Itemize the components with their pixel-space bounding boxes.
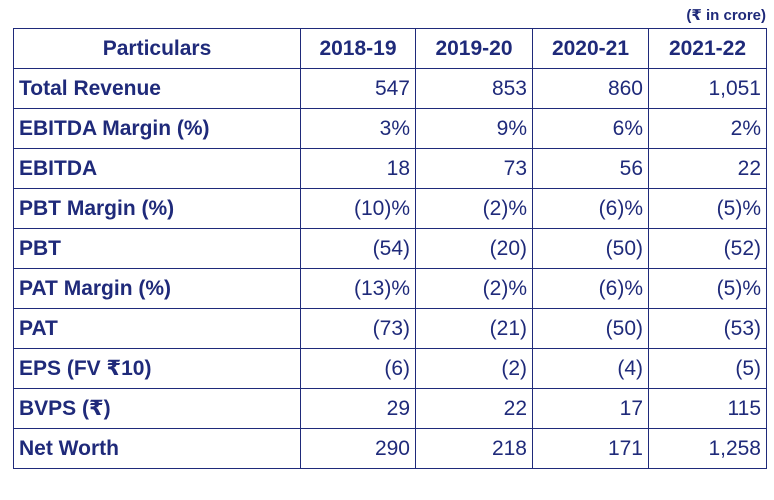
table-cell: (13)% — [300, 268, 416, 309]
table-row: Net Worth 290 218 171 1,258 — [13, 428, 767, 469]
table-row: PAT Margin (%) (13)% (2)% (6)% (5)% — [13, 268, 767, 309]
table-cell: (10)% — [300, 188, 416, 229]
unit-note: (₹ in crore) — [686, 7, 766, 24]
table-cell: 547 — [300, 68, 416, 109]
table-cell: 1,258 — [648, 428, 767, 469]
table-cell: (2)% — [415, 268, 533, 309]
table-cell: 115 — [648, 388, 767, 429]
column-header-year: 2021-22 — [648, 28, 767, 69]
table-cell: 17 — [532, 388, 649, 429]
table-row: PBT (54) (20) (50) (52) — [13, 228, 767, 269]
row-label: PAT — [13, 308, 301, 349]
table-row: PBT Margin (%) (10)% (2)% (6)% (5)% — [13, 188, 767, 229]
table-cell: 290 — [300, 428, 416, 469]
table-cell: 9% — [415, 108, 533, 149]
table-cell: (5)% — [648, 268, 767, 309]
table-cell: (6)% — [532, 188, 649, 229]
row-label: EBITDA — [13, 148, 301, 189]
table-cell: (2) — [415, 348, 533, 389]
table-cell: 29 — [300, 388, 416, 429]
table-cell: 56 — [532, 148, 649, 189]
table-cell: (73) — [300, 308, 416, 349]
table-cell: 22 — [648, 148, 767, 189]
row-label: PBT — [13, 228, 301, 269]
table-cell: 6% — [532, 108, 649, 149]
table-row: PAT (73) (21) (50) (53) — [13, 308, 767, 349]
table-cell: (2)% — [415, 188, 533, 229]
header-row: Particulars 2018-19 2019-20 2020-21 2021… — [13, 28, 767, 69]
table-cell: (6) — [300, 348, 416, 389]
table-cell: (5)% — [648, 188, 767, 229]
column-header-year: 2018-19 — [300, 28, 416, 69]
column-header-year: 2020-21 — [532, 28, 649, 69]
table-cell: (5) — [648, 348, 767, 389]
table-cell: (54) — [300, 228, 416, 269]
row-label: Total Revenue — [13, 68, 301, 109]
table-row: Total Revenue 547 853 860 1,051 — [13, 68, 767, 109]
table-cell: 18 — [300, 148, 416, 189]
row-label: Net Worth — [13, 428, 301, 469]
table-cell: (50) — [532, 228, 649, 269]
column-header-particulars: Particulars — [13, 28, 301, 69]
table-cell: (52) — [648, 228, 767, 269]
table-cell: 3% — [300, 108, 416, 149]
table-cell: 171 — [532, 428, 649, 469]
table-cell: (21) — [415, 308, 533, 349]
column-header-year: 2019-20 — [415, 28, 533, 69]
table-cell: 853 — [415, 68, 533, 109]
table-cell: 1,051 — [648, 68, 767, 109]
table-cell: (20) — [415, 228, 533, 269]
financial-summary-table: Particulars 2018-19 2019-20 2020-21 2021… — [13, 28, 767, 469]
row-label: PBT Margin (%) — [13, 188, 301, 229]
row-label: PAT Margin (%) — [13, 268, 301, 309]
table-cell: 2% — [648, 108, 767, 149]
row-label: EPS (FV ₹10) — [13, 348, 301, 389]
table-cell: (4) — [532, 348, 649, 389]
table-cell: 73 — [415, 148, 533, 189]
table-cell: 218 — [415, 428, 533, 469]
table-cell: 22 — [415, 388, 533, 429]
row-label: EBITDA Margin (%) — [13, 108, 301, 149]
table-cell: (50) — [532, 308, 649, 349]
table-cell: (6)% — [532, 268, 649, 309]
table-row: BVPS (₹) 29 22 17 115 — [13, 388, 767, 429]
table-row: EPS (FV ₹10) (6) (2) (4) (5) — [13, 348, 767, 389]
table-row: EBITDA 18 73 56 22 — [13, 148, 767, 189]
table-cell: (53) — [648, 308, 767, 349]
table-row: EBITDA Margin (%) 3% 9% 6% 2% — [13, 108, 767, 149]
row-label: BVPS (₹) — [13, 388, 301, 429]
table-cell: 860 — [532, 68, 649, 109]
